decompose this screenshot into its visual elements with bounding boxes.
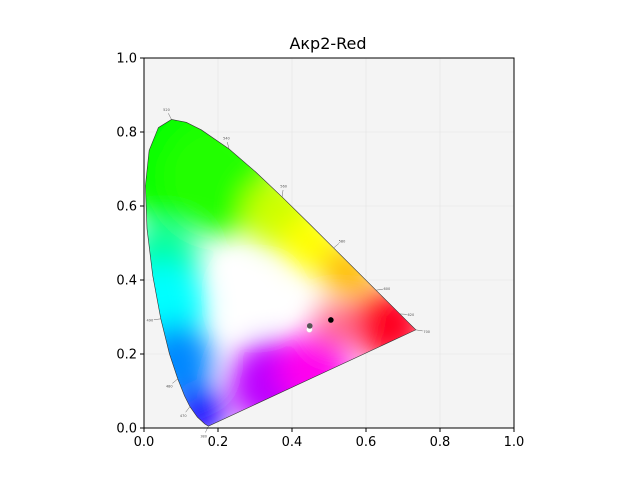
wavelength-label: 540 — [223, 137, 230, 141]
y-tick-label: 0.6 — [116, 200, 137, 215]
wavelength-tick — [333, 243, 340, 249]
wavelength-label: 520 — [163, 108, 170, 112]
y-tick-label: 1.0 — [116, 52, 137, 67]
plot-frame — [143, 57, 515, 429]
wavelength-label: 580 — [339, 239, 346, 243]
wavelength-tick — [227, 142, 230, 149]
wavelength-tick — [172, 378, 178, 384]
spectral-locus-outline — [145, 119, 417, 427]
x-axis: 0.0 0.2 0.4 0.6 0.8 1.0 — [134, 428, 525, 450]
gamut-color-blob — [232, 276, 278, 321]
chromaticity-point — [306, 323, 313, 329]
wavelength-tick — [281, 189, 284, 197]
gamut-color-blob — [314, 302, 359, 347]
x-tick-label: 0.2 — [208, 435, 229, 450]
chart-title: Aкp2-Red — [289, 34, 366, 53]
wavelength-tick — [185, 406, 191, 413]
wavelength-label: 490 — [147, 319, 154, 323]
wavelength-tick — [153, 318, 161, 320]
y-tick-label: 0.8 — [116, 126, 137, 141]
wavelength-marks: 380 470 480 490 520 540 560 580 600 620 700 — [147, 108, 431, 438]
wavelength-label: 480 — [166, 384, 173, 388]
wavelength-label: 700 — [423, 330, 430, 334]
y-tick-label: 0.2 — [116, 348, 137, 363]
wavelength-label: 600 — [384, 287, 391, 291]
chromaticity-point — [328, 317, 334, 323]
x-tick-label: 0.4 — [282, 435, 303, 450]
y-tick-label: 0.0 — [116, 422, 137, 437]
y-tick-label: 0.4 — [116, 274, 137, 289]
wavelength-label: 380 — [200, 435, 207, 439]
x-tick-label: 1.0 — [504, 435, 525, 450]
wavelength-tick — [375, 288, 383, 291]
wavelength-label: 470 — [180, 414, 187, 418]
x-tick-label: 0.0 — [134, 435, 155, 450]
x-tick-label: 0.6 — [356, 435, 377, 450]
wavelength-tick — [168, 113, 172, 120]
wavelength-label: 560 — [280, 185, 287, 189]
y-axis: 0.0 0.2 0.4 0.6 0.8 1.0 — [116, 52, 144, 437]
chromaticity-points — [306, 317, 334, 333]
wavelength-tick — [205, 426, 209, 433]
wavelength-tick — [415, 329, 423, 332]
wavelength-label: 620 — [407, 313, 414, 317]
x-tick-label: 0.8 — [430, 435, 451, 450]
